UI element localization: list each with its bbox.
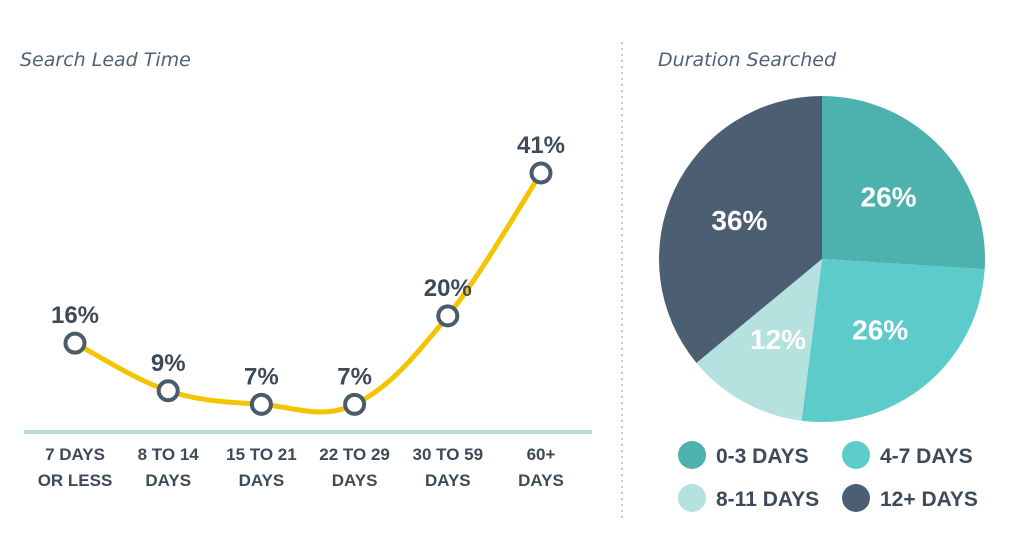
x-tick-label-4-0: 30 TO 59 (413, 445, 484, 464)
pie-slice-label-1: 26% (852, 314, 908, 345)
x-tick-label-4-1: DAYS (425, 471, 471, 490)
legend-swatch-2 (678, 484, 706, 512)
x-tick-label-2-0: 15 TO 21 (226, 445, 297, 464)
legend-label-2: 8-11 DAYS (716, 488, 819, 511)
pie-slice-label-2: 12% (750, 324, 806, 355)
data-label-3: 7% (337, 363, 372, 390)
x-tick-label-1-0: 8 TO 14 (138, 445, 200, 464)
pie-chart-title: Duration Searched (658, 49, 837, 71)
data-point-2 (249, 392, 273, 416)
legend-swatch-1 (842, 441, 870, 469)
x-tick-label-1-1: DAYS (145, 471, 191, 490)
legend-swatch-0 (678, 441, 706, 469)
line-chart-title: Search Lead Time (20, 49, 191, 71)
data-point-3 (343, 392, 367, 416)
data-point-5 (529, 161, 553, 185)
legend-swatch-3 (842, 484, 870, 512)
legend-label-1: 4-7 DAYS (880, 445, 973, 468)
x-tick-label-5-1: DAYS (518, 471, 564, 490)
pie-slice-label-3: 36% (711, 205, 767, 236)
x-tick-label-0-0: 7 DAYS (45, 445, 105, 464)
x-tick-label-3-0: 22 TO 29 (319, 445, 390, 464)
data-label-2: 7% (244, 363, 279, 390)
data-label-5: 41% (517, 132, 565, 159)
x-tick-label-2-1: DAYS (239, 471, 285, 490)
pie-slice-label-0: 26% (861, 182, 917, 213)
data-point-1 (156, 379, 180, 403)
x-tick-label-3-1: DAYS (332, 471, 378, 490)
data-label-0: 16% (51, 302, 99, 329)
data-label-1: 9% (151, 350, 186, 377)
x-tick-label-0-1: OR LESS (38, 471, 113, 490)
pie-slice-3 (659, 96, 822, 363)
data-label-4: 20% (424, 275, 472, 302)
pie-slice-0 (822, 96, 985, 270)
legend-label-3: 12+ DAYS (880, 488, 978, 511)
pie-slice-2 (696, 259, 822, 421)
data-point-4 (436, 304, 460, 328)
x-tick-label-5-0: 60+ (527, 445, 556, 464)
data-point-0 (63, 331, 87, 355)
pie-slice-1 (801, 259, 985, 422)
legend-label-0: 0-3 DAYS (716, 445, 809, 468)
